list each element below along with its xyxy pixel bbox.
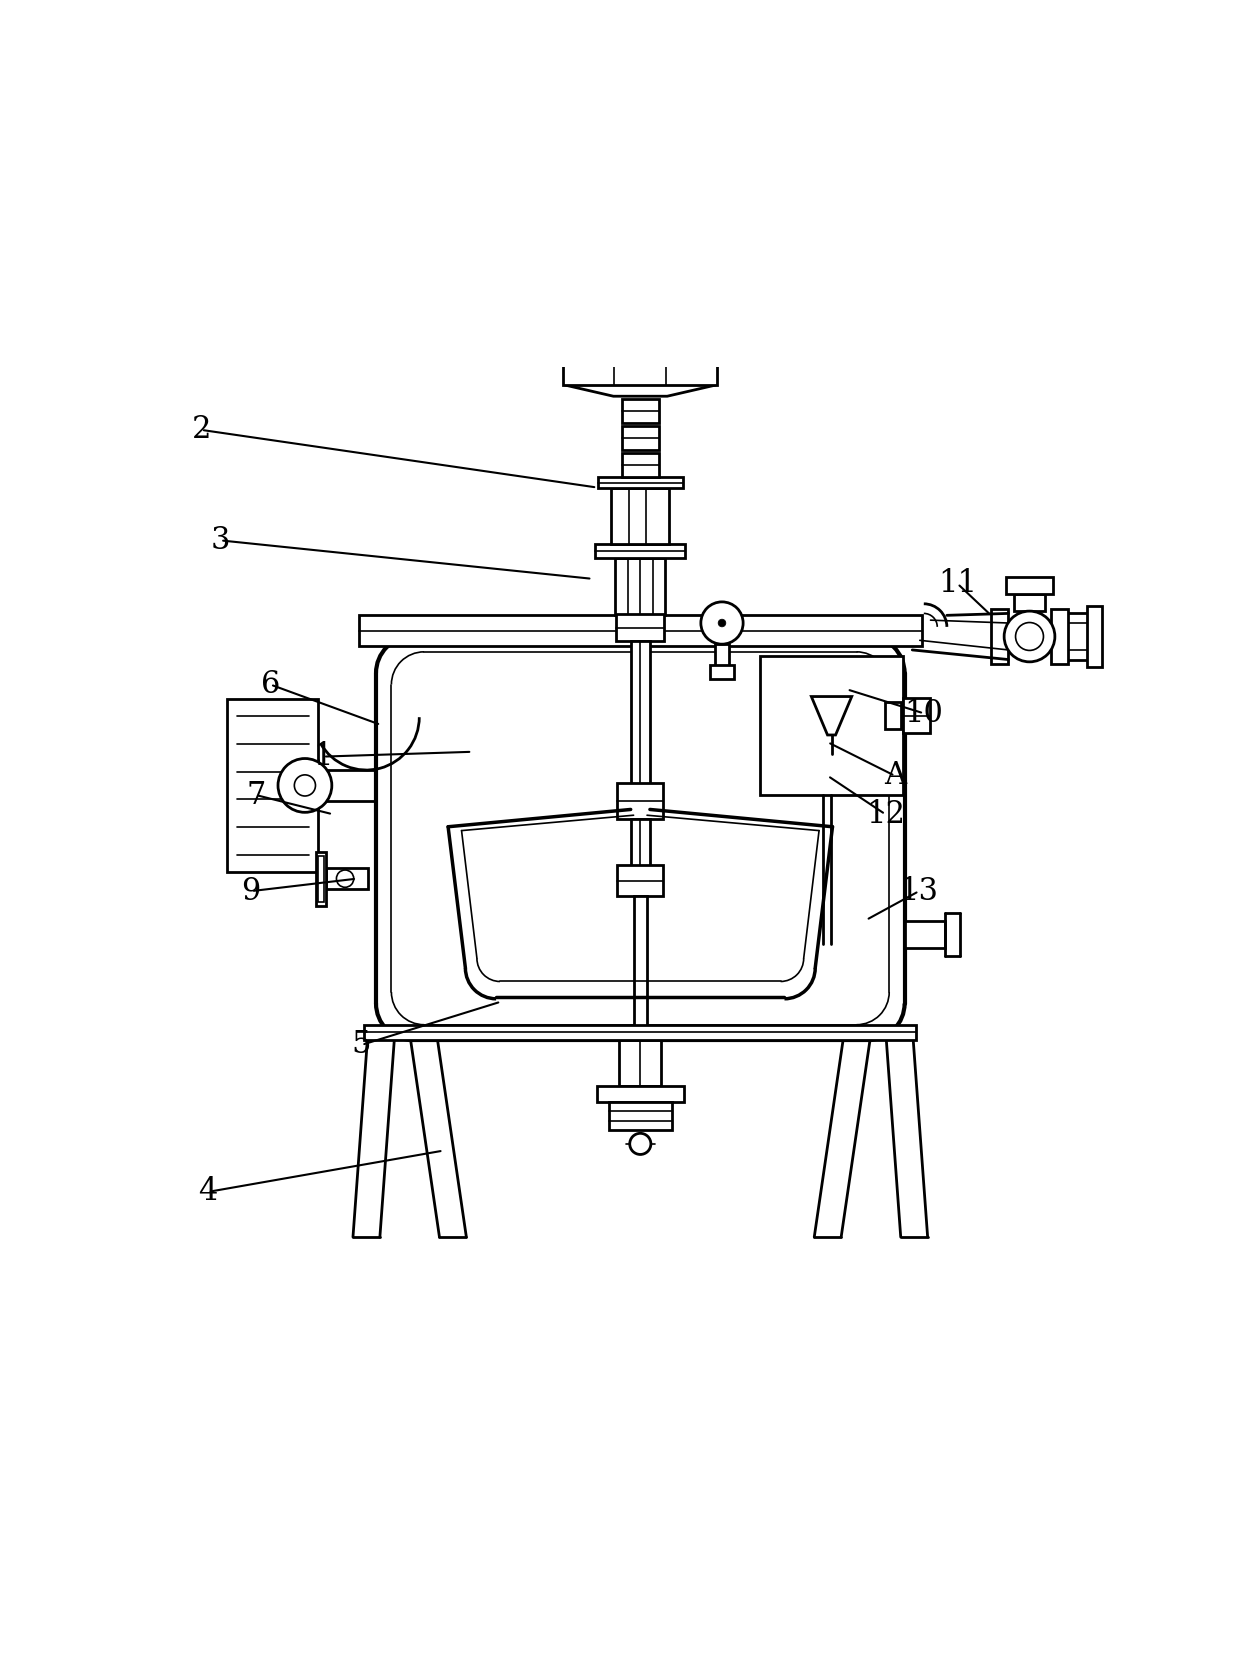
Text: 9: 9 (242, 876, 260, 907)
Bar (634, 897, 647, 1031)
Bar (622, 426, 658, 450)
Bar (631, 641, 650, 799)
Polygon shape (563, 384, 717, 396)
Text: 5: 5 (352, 1029, 371, 1061)
Circle shape (1016, 623, 1044, 650)
Text: 6: 6 (260, 668, 280, 700)
Bar (563, 289, 717, 384)
Circle shape (336, 870, 353, 887)
Bar (1050, 608, 1068, 665)
Bar (1007, 576, 1053, 594)
Bar (616, 615, 665, 641)
Bar (760, 656, 903, 796)
Text: 1: 1 (314, 740, 332, 772)
Bar (618, 865, 663, 897)
Circle shape (630, 1133, 651, 1155)
Bar (227, 698, 319, 871)
Bar (885, 702, 900, 729)
Polygon shape (811, 697, 852, 735)
Bar (618, 782, 663, 819)
Text: A: A (884, 761, 906, 791)
Bar (991, 608, 1008, 665)
Bar (598, 477, 682, 489)
Bar (1014, 594, 1045, 611)
Circle shape (294, 776, 315, 796)
Circle shape (718, 620, 725, 626)
Bar (715, 645, 729, 667)
Bar (711, 665, 734, 678)
Text: 7: 7 (247, 779, 265, 811)
Bar (316, 851, 326, 905)
Bar (611, 489, 670, 544)
Bar (615, 557, 666, 615)
Bar (622, 453, 658, 477)
Circle shape (278, 759, 332, 813)
Bar (622, 400, 658, 423)
Bar (905, 920, 945, 949)
Bar (609, 1101, 672, 1130)
Text: 11: 11 (937, 568, 977, 599)
Bar (619, 1039, 661, 1086)
Text: 12: 12 (866, 799, 905, 829)
Bar (596, 1086, 683, 1101)
Bar (319, 856, 324, 902)
Bar (903, 698, 930, 734)
Circle shape (701, 601, 743, 645)
Bar (365, 1024, 916, 1039)
Polygon shape (573, 265, 708, 289)
Bar (595, 544, 686, 557)
Text: 2: 2 (191, 415, 211, 445)
Bar (1087, 606, 1101, 667)
Text: 10: 10 (904, 698, 944, 729)
Circle shape (1004, 611, 1055, 662)
Bar (326, 868, 368, 890)
Text: 3: 3 (211, 526, 231, 556)
Text: 13: 13 (899, 876, 939, 907)
Bar (631, 819, 650, 876)
Bar (358, 615, 921, 646)
Text: 4: 4 (198, 1177, 217, 1207)
